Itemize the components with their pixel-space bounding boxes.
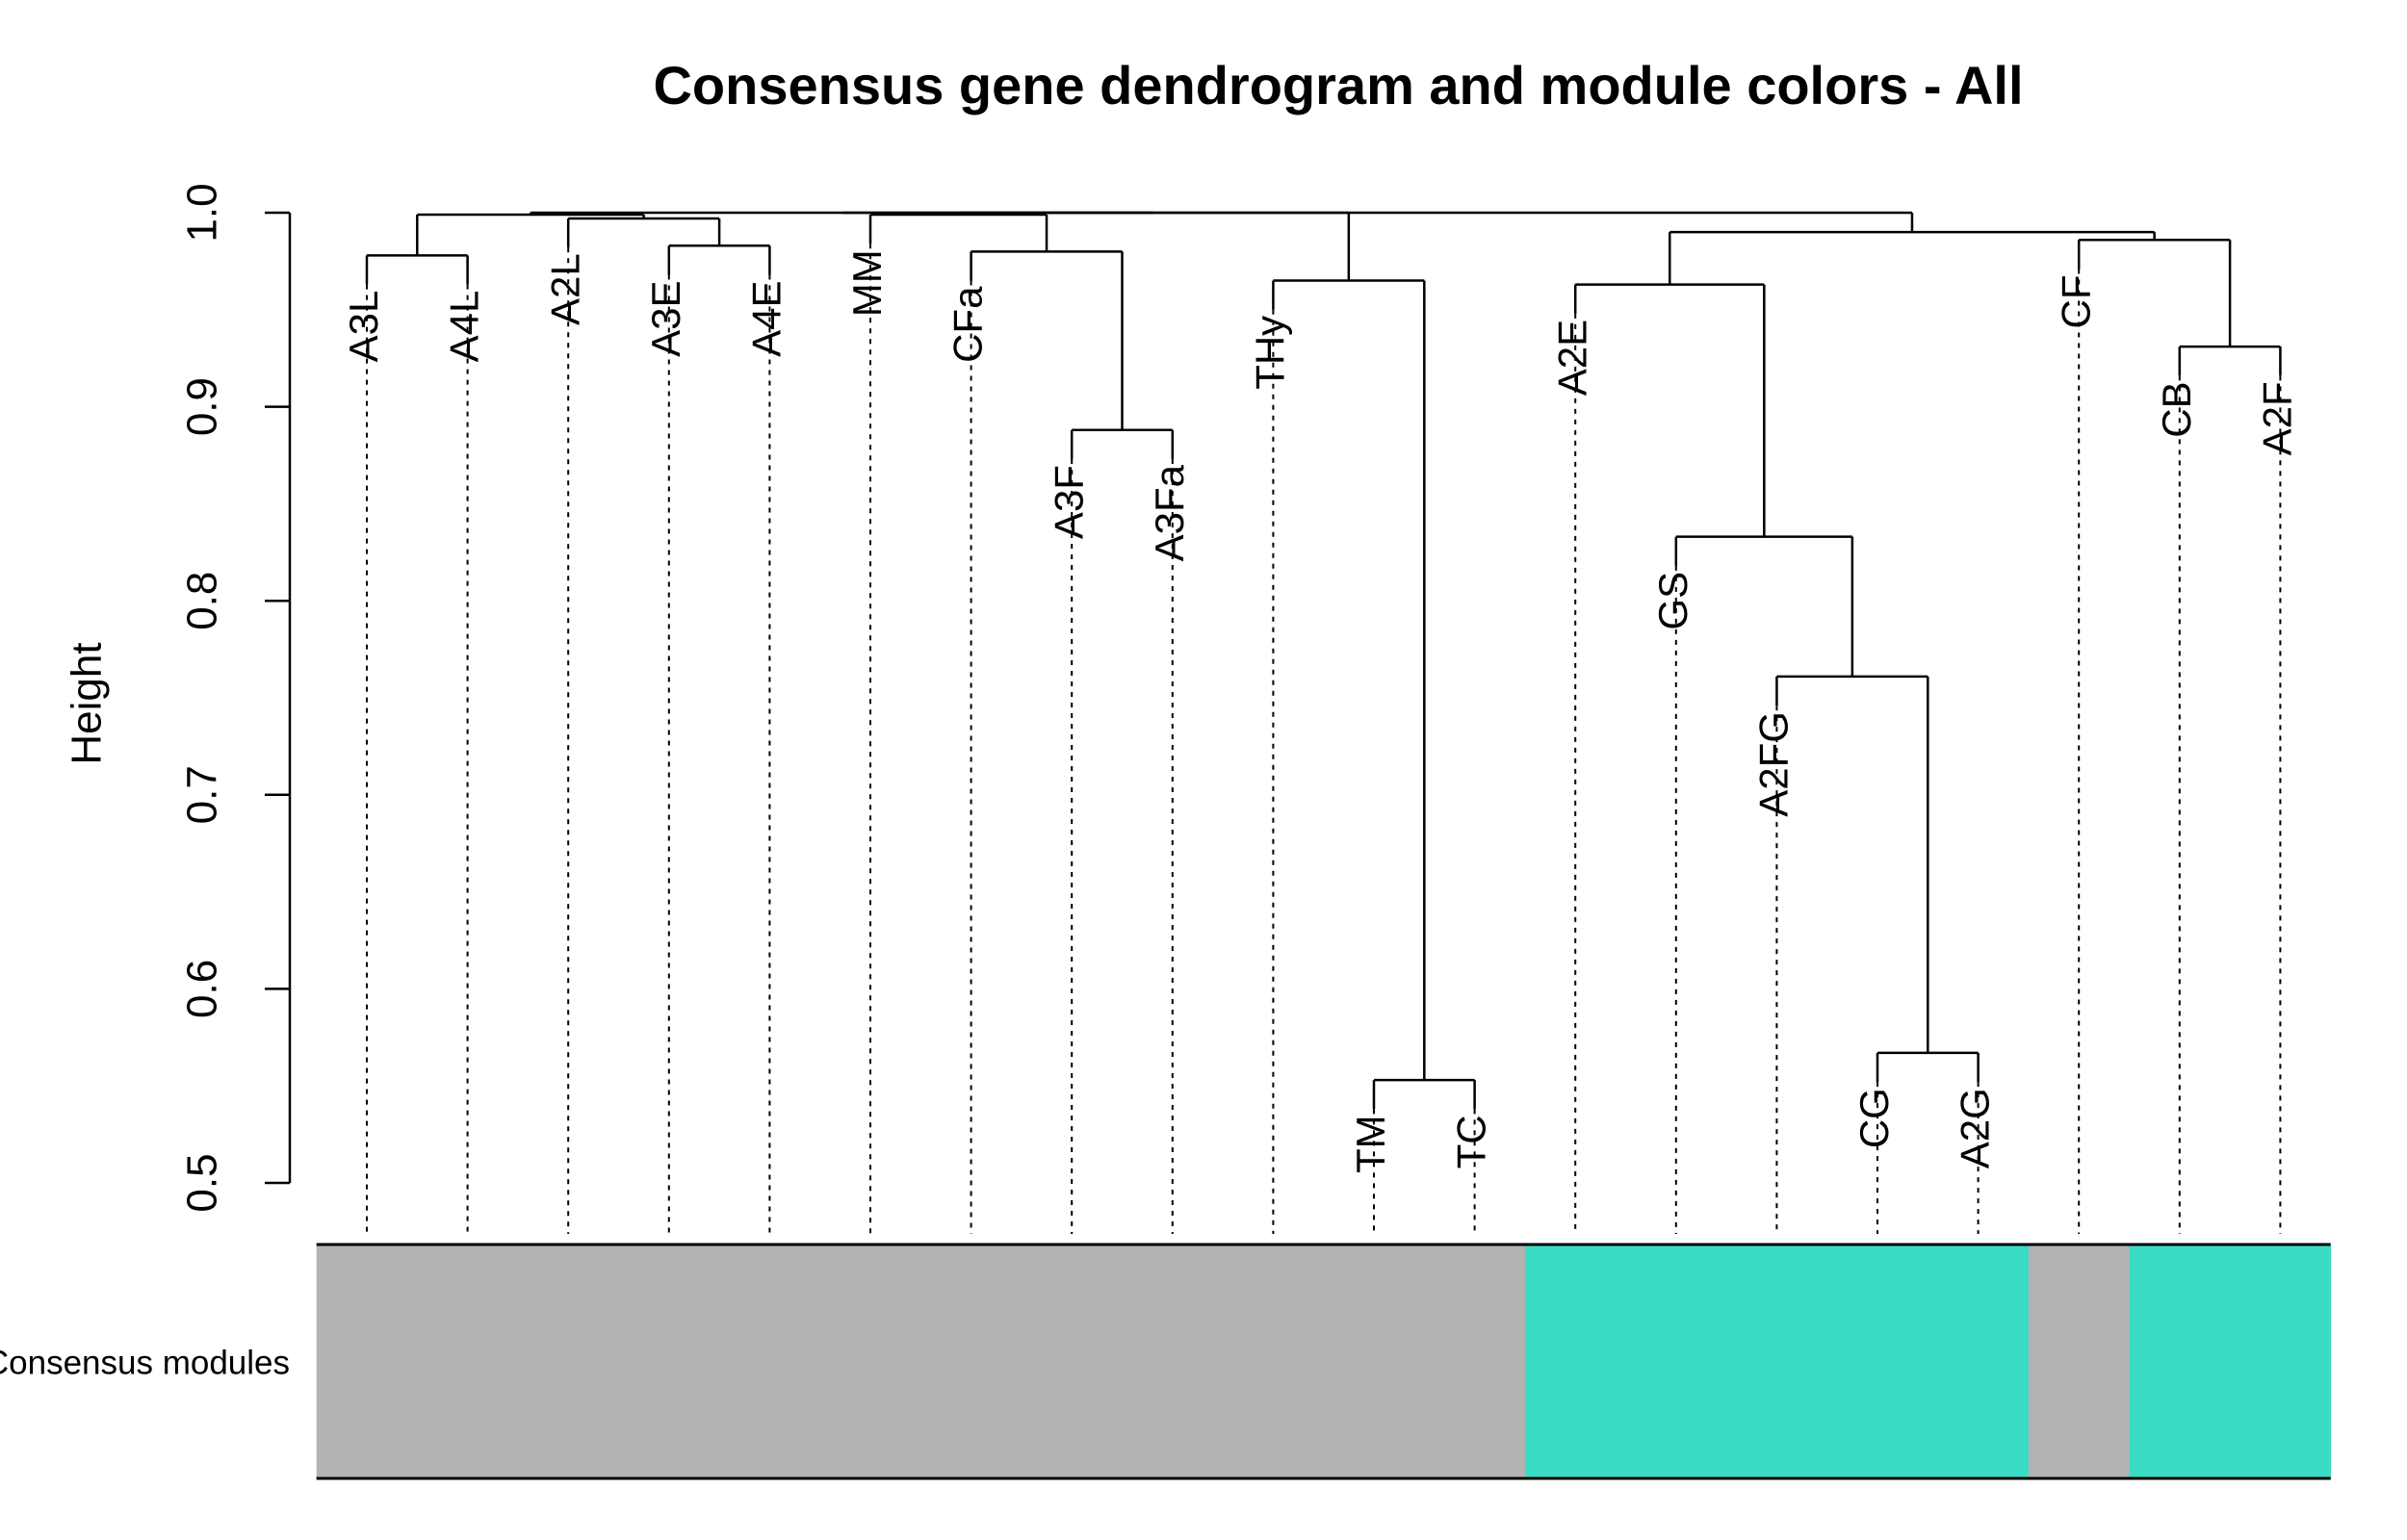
- module-color-cell: [1826, 1245, 1928, 1478]
- module-color-cell: [1928, 1245, 2030, 1478]
- leaf-label: A4L: [442, 291, 487, 363]
- leaf-label: CG: [1851, 1088, 1897, 1148]
- y-tick-label: 0.5: [179, 1153, 226, 1212]
- module-color-cell: [1021, 1245, 1123, 1478]
- module-color-cell: [1726, 1245, 1828, 1478]
- module-color-cell: [819, 1245, 921, 1478]
- module-color-cell: [1122, 1245, 1224, 1478]
- y-axis-label: Height: [64, 642, 111, 764]
- module-color-cell: [1625, 1245, 1727, 1478]
- module-color-cell: [1223, 1245, 1325, 1478]
- leaf-label: GS: [1650, 572, 1695, 630]
- leaf-label: A2G: [1953, 1088, 1998, 1168]
- leaf-label: CFa: [945, 286, 991, 363]
- module-color-cell: [1524, 1245, 1626, 1478]
- chart-title: Consensus gene dendrogram and module col…: [653, 55, 2023, 116]
- leaf-label: A3L: [341, 291, 386, 363]
- leaf-label: A3Fa: [1147, 464, 1192, 561]
- module-color-cell: [920, 1245, 1022, 1478]
- leaf-label: THy: [1247, 316, 1292, 390]
- leaf-label: CF: [2053, 274, 2098, 328]
- leaf-label: A3E: [643, 281, 688, 357]
- y-tick-label: 0.6: [179, 960, 226, 1018]
- leaf-label: A4E: [743, 281, 789, 357]
- y-tick-label: 0.7: [179, 765, 226, 824]
- leaf-label: CB: [2154, 381, 2199, 437]
- y-tick-label: 1.0: [179, 183, 226, 242]
- y-tick-label: 0.9: [179, 377, 226, 436]
- module-color-cell: [417, 1245, 519, 1478]
- module-color-cell: [2129, 1245, 2231, 1478]
- leaf-label: A2F: [2254, 381, 2299, 455]
- leaf-label: TC: [1449, 1115, 1494, 1168]
- module-color-cell: [1424, 1245, 1526, 1478]
- leaf-label: A2E: [1549, 320, 1594, 396]
- module-color-cell: [719, 1245, 821, 1478]
- leaf-label: TM: [1348, 1115, 1393, 1173]
- module-color-cell: [618, 1245, 720, 1478]
- module-color-cell: [316, 1245, 418, 1478]
- color-bar-label: Consensus modules: [0, 1344, 290, 1381]
- module-color-cell: [1323, 1245, 1425, 1478]
- module-color-cell: [2230, 1245, 2332, 1478]
- leaf-label: A2FG: [1750, 711, 1796, 817]
- module-color-cell: [2028, 1245, 2130, 1478]
- y-tick-label: 0.8: [179, 572, 226, 630]
- leaf-label: A3F: [1046, 465, 1091, 539]
- leaf-label: A2L: [542, 253, 587, 325]
- module-color-cell: [517, 1245, 619, 1478]
- leaf-label: MM: [844, 249, 890, 317]
